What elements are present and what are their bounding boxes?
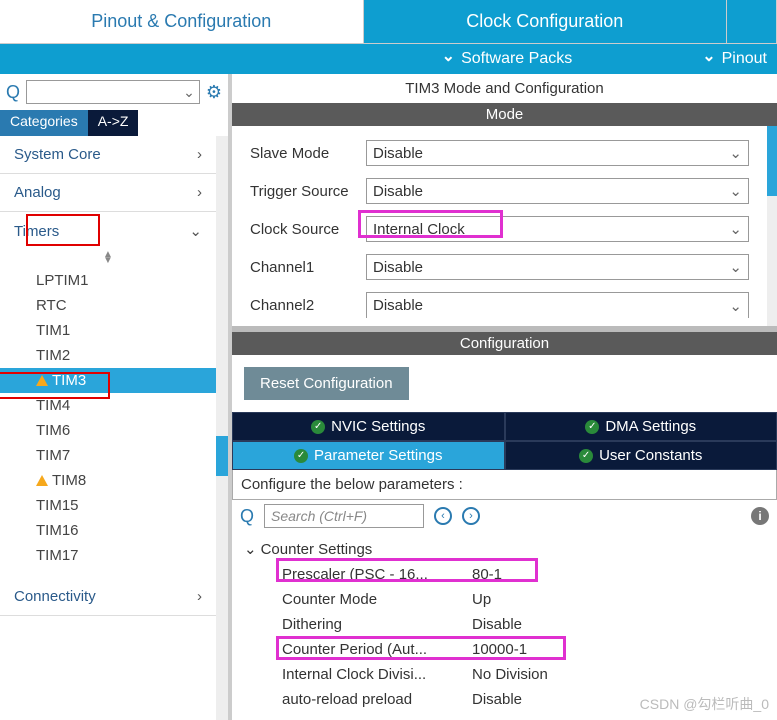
cat-connectivity[interactable]: Connectivity› — [0, 578, 216, 616]
chevron-down-icon: ⌄ — [189, 222, 202, 240]
param-counter-mode[interactable]: Counter ModeUp — [244, 587, 765, 612]
cat-system-core[interactable]: System Core› — [0, 136, 216, 174]
mode-scrollbar[interactable] — [767, 126, 777, 326]
label-channel1: Channel1 — [250, 259, 358, 276]
check-icon: ✓ — [585, 420, 599, 434]
chevron-down-icon — [442, 49, 461, 69]
label-clock-source: Clock Source — [250, 221, 358, 238]
tree-item-tim7[interactable]: TIM7 — [36, 443, 216, 468]
mode-bar: Mode — [232, 103, 777, 126]
check-icon: ✓ — [311, 420, 325, 434]
tree-item-tim15[interactable]: TIM15 — [36, 493, 216, 518]
search-combo[interactable]: ⌄ — [26, 80, 200, 104]
right-panel: TIM3 Mode and Configuration Mode Slave M… — [232, 74, 777, 720]
param-search-input[interactable]: Search (Ctrl+F) — [264, 504, 424, 528]
warning-icon — [36, 475, 48, 486]
tree-item-rtc[interactable]: RTC — [36, 293, 216, 318]
label-channel2: Channel2 — [250, 297, 358, 314]
subbar-pinout[interactable]: Pinout — [692, 49, 777, 69]
tree-item-tim2[interactable]: TIM2 — [36, 343, 216, 368]
tab-pinout-config[interactable]: Pinout & Configuration — [0, 0, 364, 43]
config-bar: Configuration — [232, 332, 777, 355]
tree-item-tim3[interactable]: TIM3 — [0, 368, 216, 393]
select-trigger-source[interactable]: Disable — [366, 178, 749, 204]
counter-settings-header[interactable]: ⌄ Counter Settings — [244, 536, 765, 562]
tab-categories[interactable]: Categories — [0, 110, 88, 136]
param-clock-division[interactable]: Internal Clock Divisi...No Division — [244, 662, 765, 687]
subbar-software-packs[interactable]: Software Packs — [432, 49, 583, 69]
search-icon[interactable]: Q — [6, 82, 20, 103]
gear-icon[interactable]: ⚙ — [206, 82, 222, 103]
next-match-button[interactable]: › — [462, 507, 480, 525]
timers-tree: LPTIM1 RTC TIM1 TIM2 TIM3 TIM4 TIM6 TIM7… — [0, 268, 216, 568]
param-prescaler[interactable]: Prescaler (PSC - 16...80-1 — [244, 562, 765, 587]
tab-parameter-settings[interactable]: ✓Parameter Settings — [232, 441, 505, 470]
check-icon: ✓ — [579, 449, 593, 463]
reset-configuration-button[interactable]: Reset Configuration — [244, 367, 409, 400]
tab-a-to-z[interactable]: A->Z — [88, 110, 139, 136]
info-icon[interactable]: i — [751, 507, 769, 525]
tree-item-tim6[interactable]: TIM6 — [36, 418, 216, 443]
param-counter-period[interactable]: Counter Period (Aut...10000-1 — [244, 637, 765, 662]
select-clock-source[interactable]: Internal Clock — [366, 216, 749, 242]
select-channel2[interactable]: Disable — [366, 292, 749, 318]
tab-user-constants[interactable]: ✓User Constants — [505, 441, 777, 470]
cat-timers[interactable]: Timers⌄ — [0, 212, 216, 250]
watermark: CSDN @勾栏听曲_0 — [640, 694, 769, 714]
search-icon[interactable]: Q — [240, 506, 254, 527]
config-title: TIM3 Mode and Configuration — [232, 74, 777, 103]
tree-item-lptim1[interactable]: LPTIM1 — [36, 268, 216, 293]
tree-item-tim17[interactable]: TIM17 — [36, 543, 216, 568]
left-panel: Q ⌄ ⚙ Categories A->Z System Core› Analo… — [0, 74, 232, 720]
check-icon: ✓ — [294, 449, 308, 463]
tree-item-tim16[interactable]: TIM16 — [36, 518, 216, 543]
chevron-right-icon: › — [197, 146, 202, 163]
tree-item-tim4[interactable]: TIM4 — [36, 393, 216, 418]
select-channel1[interactable]: Disable — [366, 254, 749, 280]
cat-analog[interactable]: Analog› — [0, 174, 216, 212]
tab-nvic-settings[interactable]: ✓NVIC Settings — [232, 412, 505, 441]
chevron-down-icon: ⌄ — [244, 540, 257, 558]
label-slave-mode: Slave Mode — [250, 145, 358, 162]
left-scrollbar[interactable] — [216, 136, 228, 720]
param-dithering[interactable]: DitheringDisable — [244, 612, 765, 637]
tab-overflow[interactable] — [727, 0, 777, 43]
param-instructions: Configure the below parameters : — [232, 470, 777, 500]
sort-handles-icon[interactable]: ▲▼ — [0, 250, 216, 268]
prev-match-button[interactable]: ‹ — [434, 507, 452, 525]
chevron-right-icon: › — [197, 588, 202, 605]
label-trigger-source: Trigger Source — [250, 183, 358, 200]
tab-clock-config[interactable]: Clock Configuration — [364, 0, 728, 43]
warning-icon — [36, 375, 48, 386]
tree-item-tim8[interactable]: TIM8 — [36, 468, 216, 493]
tree-item-tim1[interactable]: TIM1 — [36, 318, 216, 343]
select-slave-mode[interactable]: Disable — [366, 140, 749, 166]
chevron-down-icon — [702, 49, 721, 69]
tab-dma-settings[interactable]: ✓DMA Settings — [505, 412, 777, 441]
chevron-right-icon: › — [197, 184, 202, 201]
